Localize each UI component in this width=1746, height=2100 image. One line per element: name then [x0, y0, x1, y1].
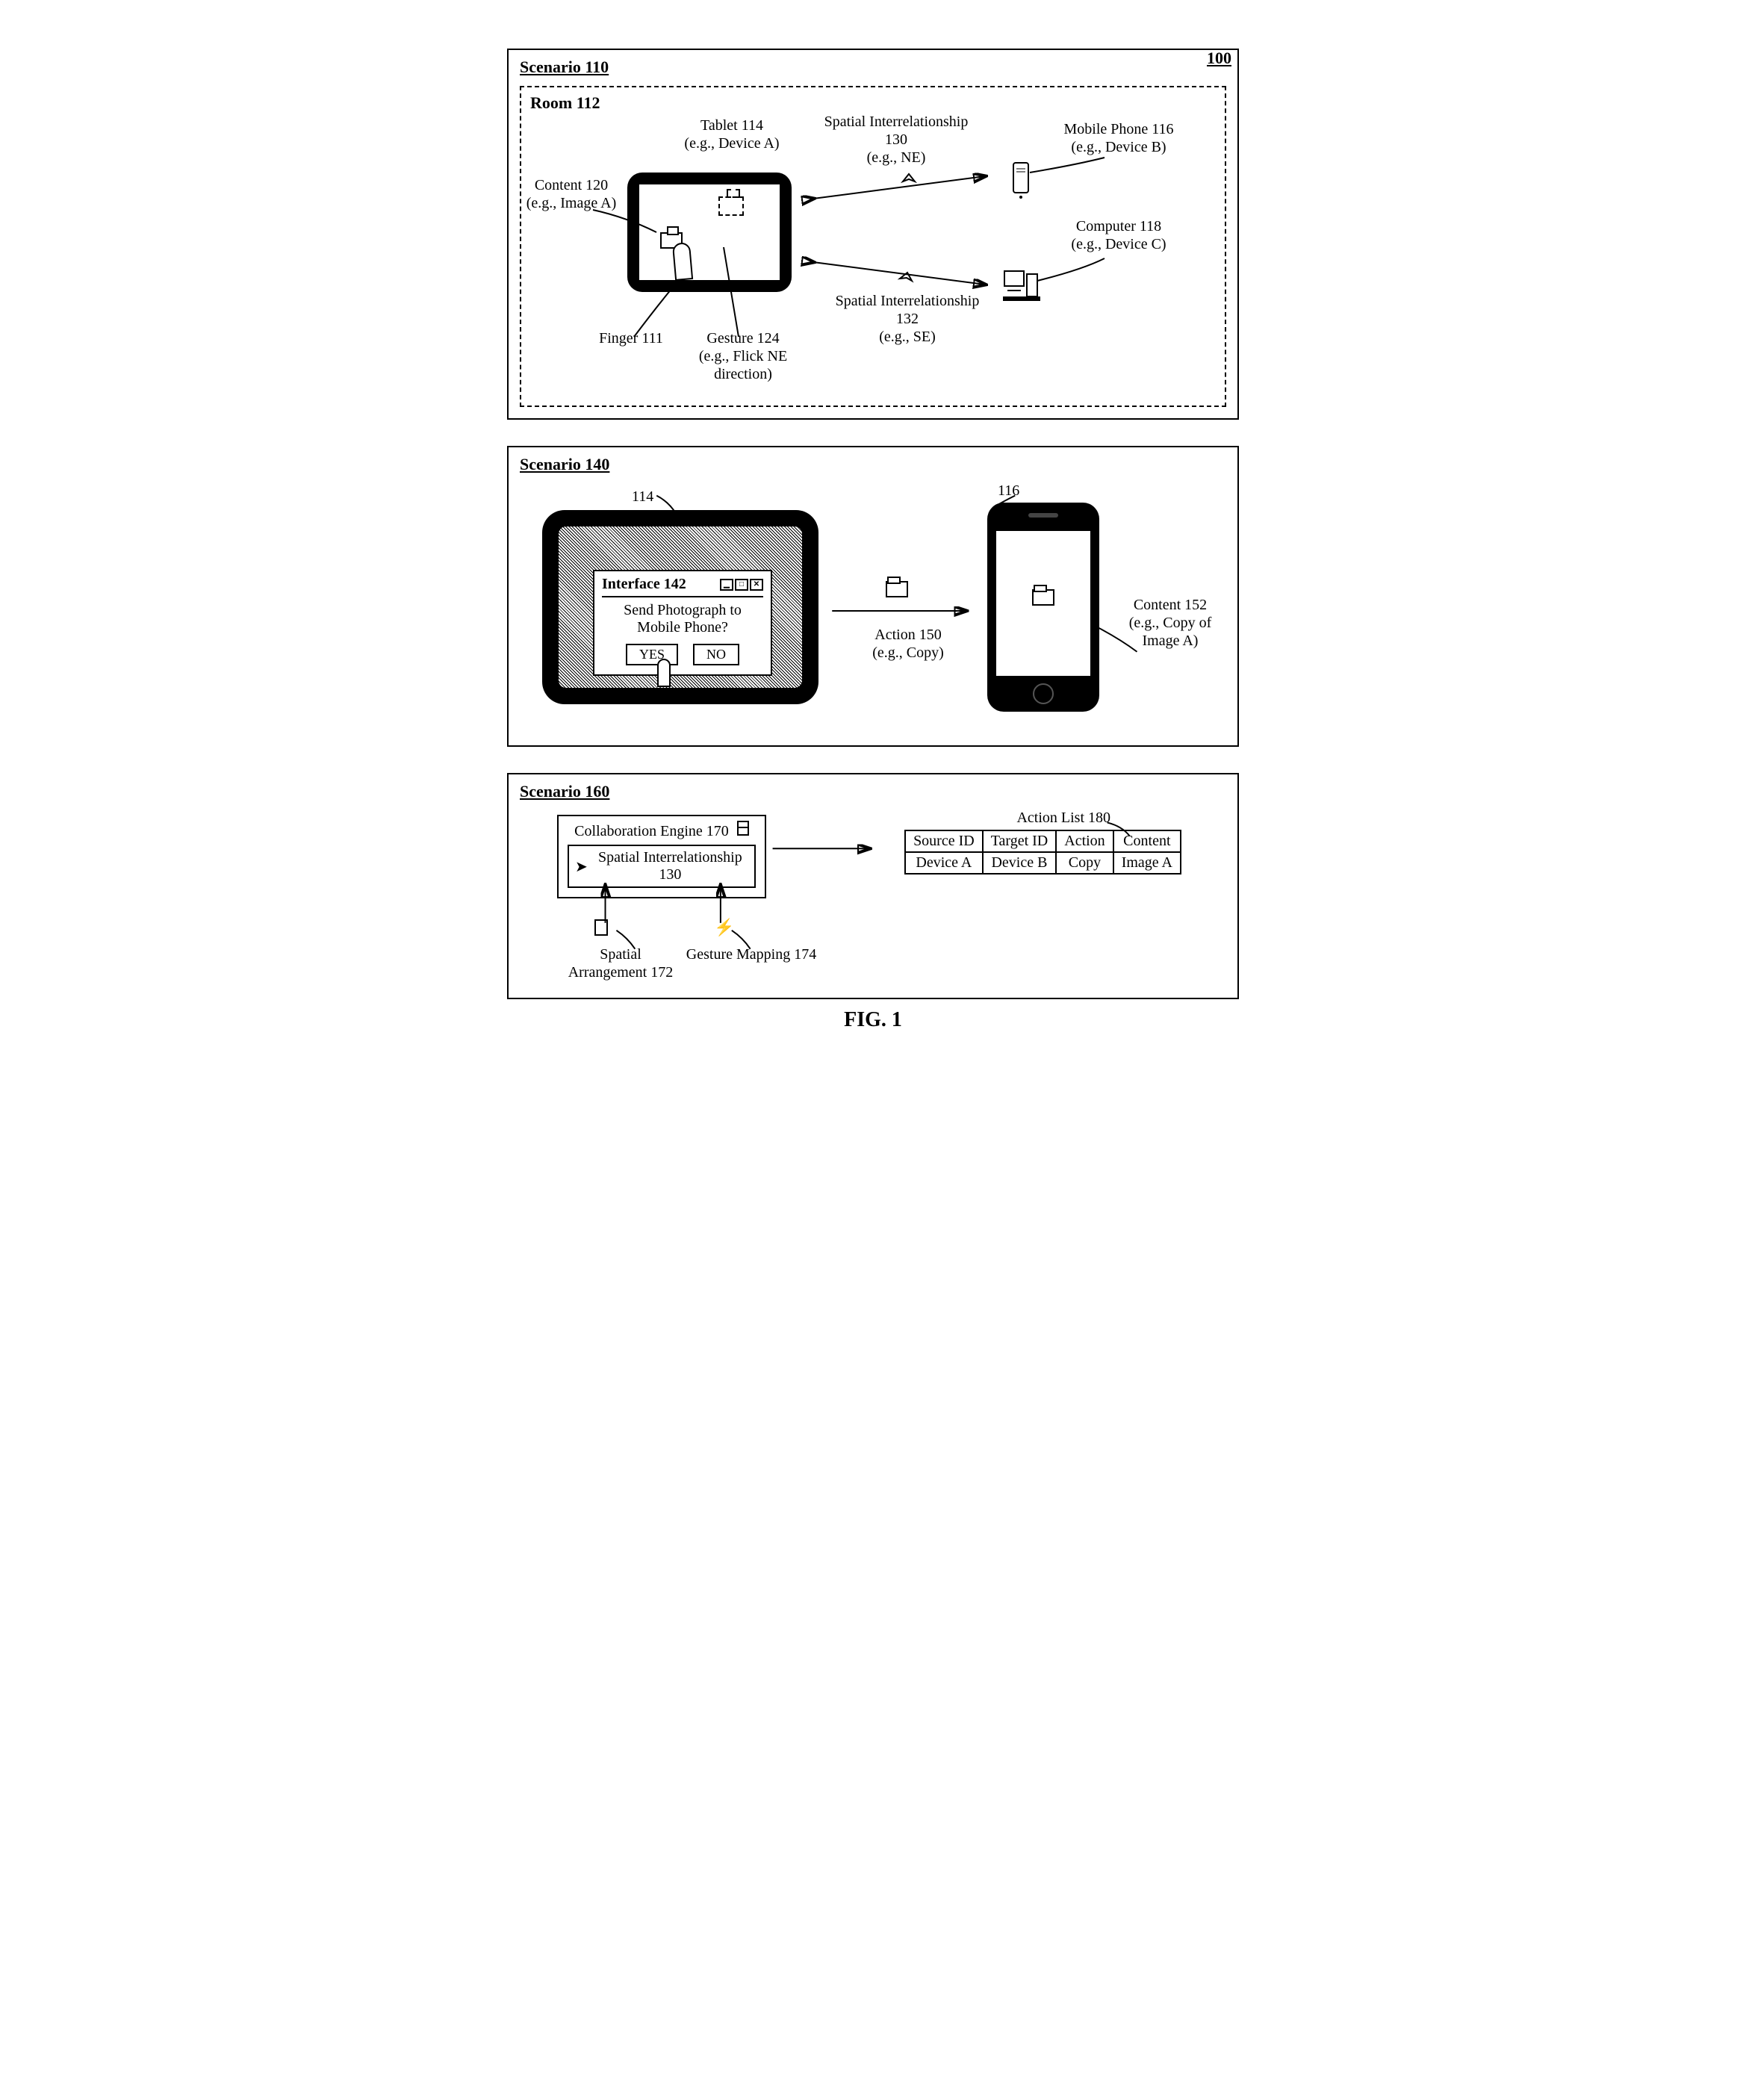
action-label: Action 150(e.g., Copy) — [856, 626, 960, 662]
phone-ref-116: 116 — [998, 482, 1019, 500]
figure-title: FIG. 1 — [507, 1008, 1239, 1032]
th-target: Target ID — [983, 830, 1057, 852]
page: 100 Scenario 110 Room 112 — [507, 49, 1239, 1032]
room-112: Room 112 — [520, 86, 1226, 407]
computer-icon — [1003, 270, 1040, 303]
collab-engine-box: Collaboration Engine 170 ➤ Spatial Inter… — [557, 815, 766, 898]
scenario-110-panel: Scenario 110 Room 112 — [507, 49, 1239, 420]
home-button-icon[interactable] — [1033, 683, 1054, 704]
action-list-label: Action List 180 — [1016, 809, 1110, 827]
folder-transfer-icon — [886, 581, 908, 597]
engine-title: Collaboration Engine 170 — [568, 821, 756, 840]
tablet-label: Tablet 114(e.g., Device A) — [657, 117, 807, 152]
gesture-label: Gesture 124(e.g., Flick NE direction) — [680, 329, 807, 383]
spatial-130-inner: ➤ Spatial Interrelationship 130 — [568, 845, 756, 888]
scenario-110-title: Scenario 110 — [520, 58, 609, 77]
scenario-140-title: Scenario 140 — [520, 455, 609, 474]
spatial-132-label: Spatial Interrelationship 132(e.g., SE) — [825, 292, 989, 346]
close-icon[interactable]: ✕ — [750, 579, 763, 591]
finger-icon — [672, 242, 693, 281]
scenario-140-panel: Scenario 140 114 116 Interface 142 — [507, 446, 1239, 747]
dialog-message: Send Photograph to Mobile Phone? — [602, 602, 763, 636]
th-source: Source ID — [905, 830, 983, 852]
table-row: Device A Device B Copy Image A — [905, 852, 1181, 874]
content-label: Content 120(e.g., Image A) — [523, 176, 620, 212]
mobile-label: Mobile Phone 116(e.g., Device B) — [1051, 120, 1186, 156]
mobile-phone-140 — [987, 503, 1099, 712]
phone-screen — [996, 531, 1090, 676]
tablet-screen — [638, 183, 781, 282]
scenario-160-title: Scenario 160 — [520, 782, 609, 801]
document-icon — [594, 919, 608, 939]
scenario-160-panel: Scenario 160 Collaboration Engine 170 ➤ … — [507, 773, 1239, 999]
dialog-finger-icon — [657, 659, 671, 687]
finger-label: Finger 111 — [586, 329, 676, 347]
tablet-ref-114: 114 — [632, 488, 653, 506]
th-content: Content — [1113, 830, 1181, 852]
content-folder-icon — [1032, 589, 1054, 606]
th-action: Action — [1056, 830, 1113, 852]
tablet-device — [627, 173, 792, 292]
interface-dialog: Interface 142 ▁ □ ✕ Send Photograph to M… — [593, 570, 772, 676]
table-header-row: Source ID Target ID Action Content — [905, 830, 1181, 852]
server-icon — [737, 821, 749, 836]
mobile-phone-icon — [1010, 161, 1033, 199]
room-title: Room 112 — [530, 93, 1216, 113]
tablet-140-screen: Interface 142 ▁ □ ✕ Send Photograph to M… — [559, 526, 802, 688]
lightning-icon: ⚡ — [714, 918, 734, 937]
spatial-130-label: Spatial Interrelationship 130(e.g., NE) — [818, 113, 975, 167]
min-icon[interactable]: ▁ — [720, 579, 733, 591]
computer-label: Computer 118(e.g., Device C) — [1051, 217, 1186, 253]
content-152-label: Content 152 (e.g., Copy of Image A) — [1122, 596, 1219, 650]
action-list-table: Source ID Target ID Action Content Devic… — [904, 830, 1181, 875]
spatial-arrangement-label: Spatial Arrangement 172 — [561, 945, 680, 981]
max-icon[interactable]: □ — [735, 579, 748, 591]
camera-icon-dashed — [718, 196, 744, 216]
yes-button[interactable]: YES — [626, 644, 678, 665]
tablet-140: Interface 142 ▁ □ ✕ Send Photograph to M… — [542, 510, 818, 704]
gesture-mapping-label: Gesture Mapping 174 — [677, 945, 826, 963]
window-controls: ▁ □ ✕ — [720, 579, 763, 591]
dialog-title: Interface 142 — [602, 576, 686, 593]
compass-icon: ➤ — [575, 857, 588, 876]
no-button[interactable]: NO — [693, 644, 739, 665]
